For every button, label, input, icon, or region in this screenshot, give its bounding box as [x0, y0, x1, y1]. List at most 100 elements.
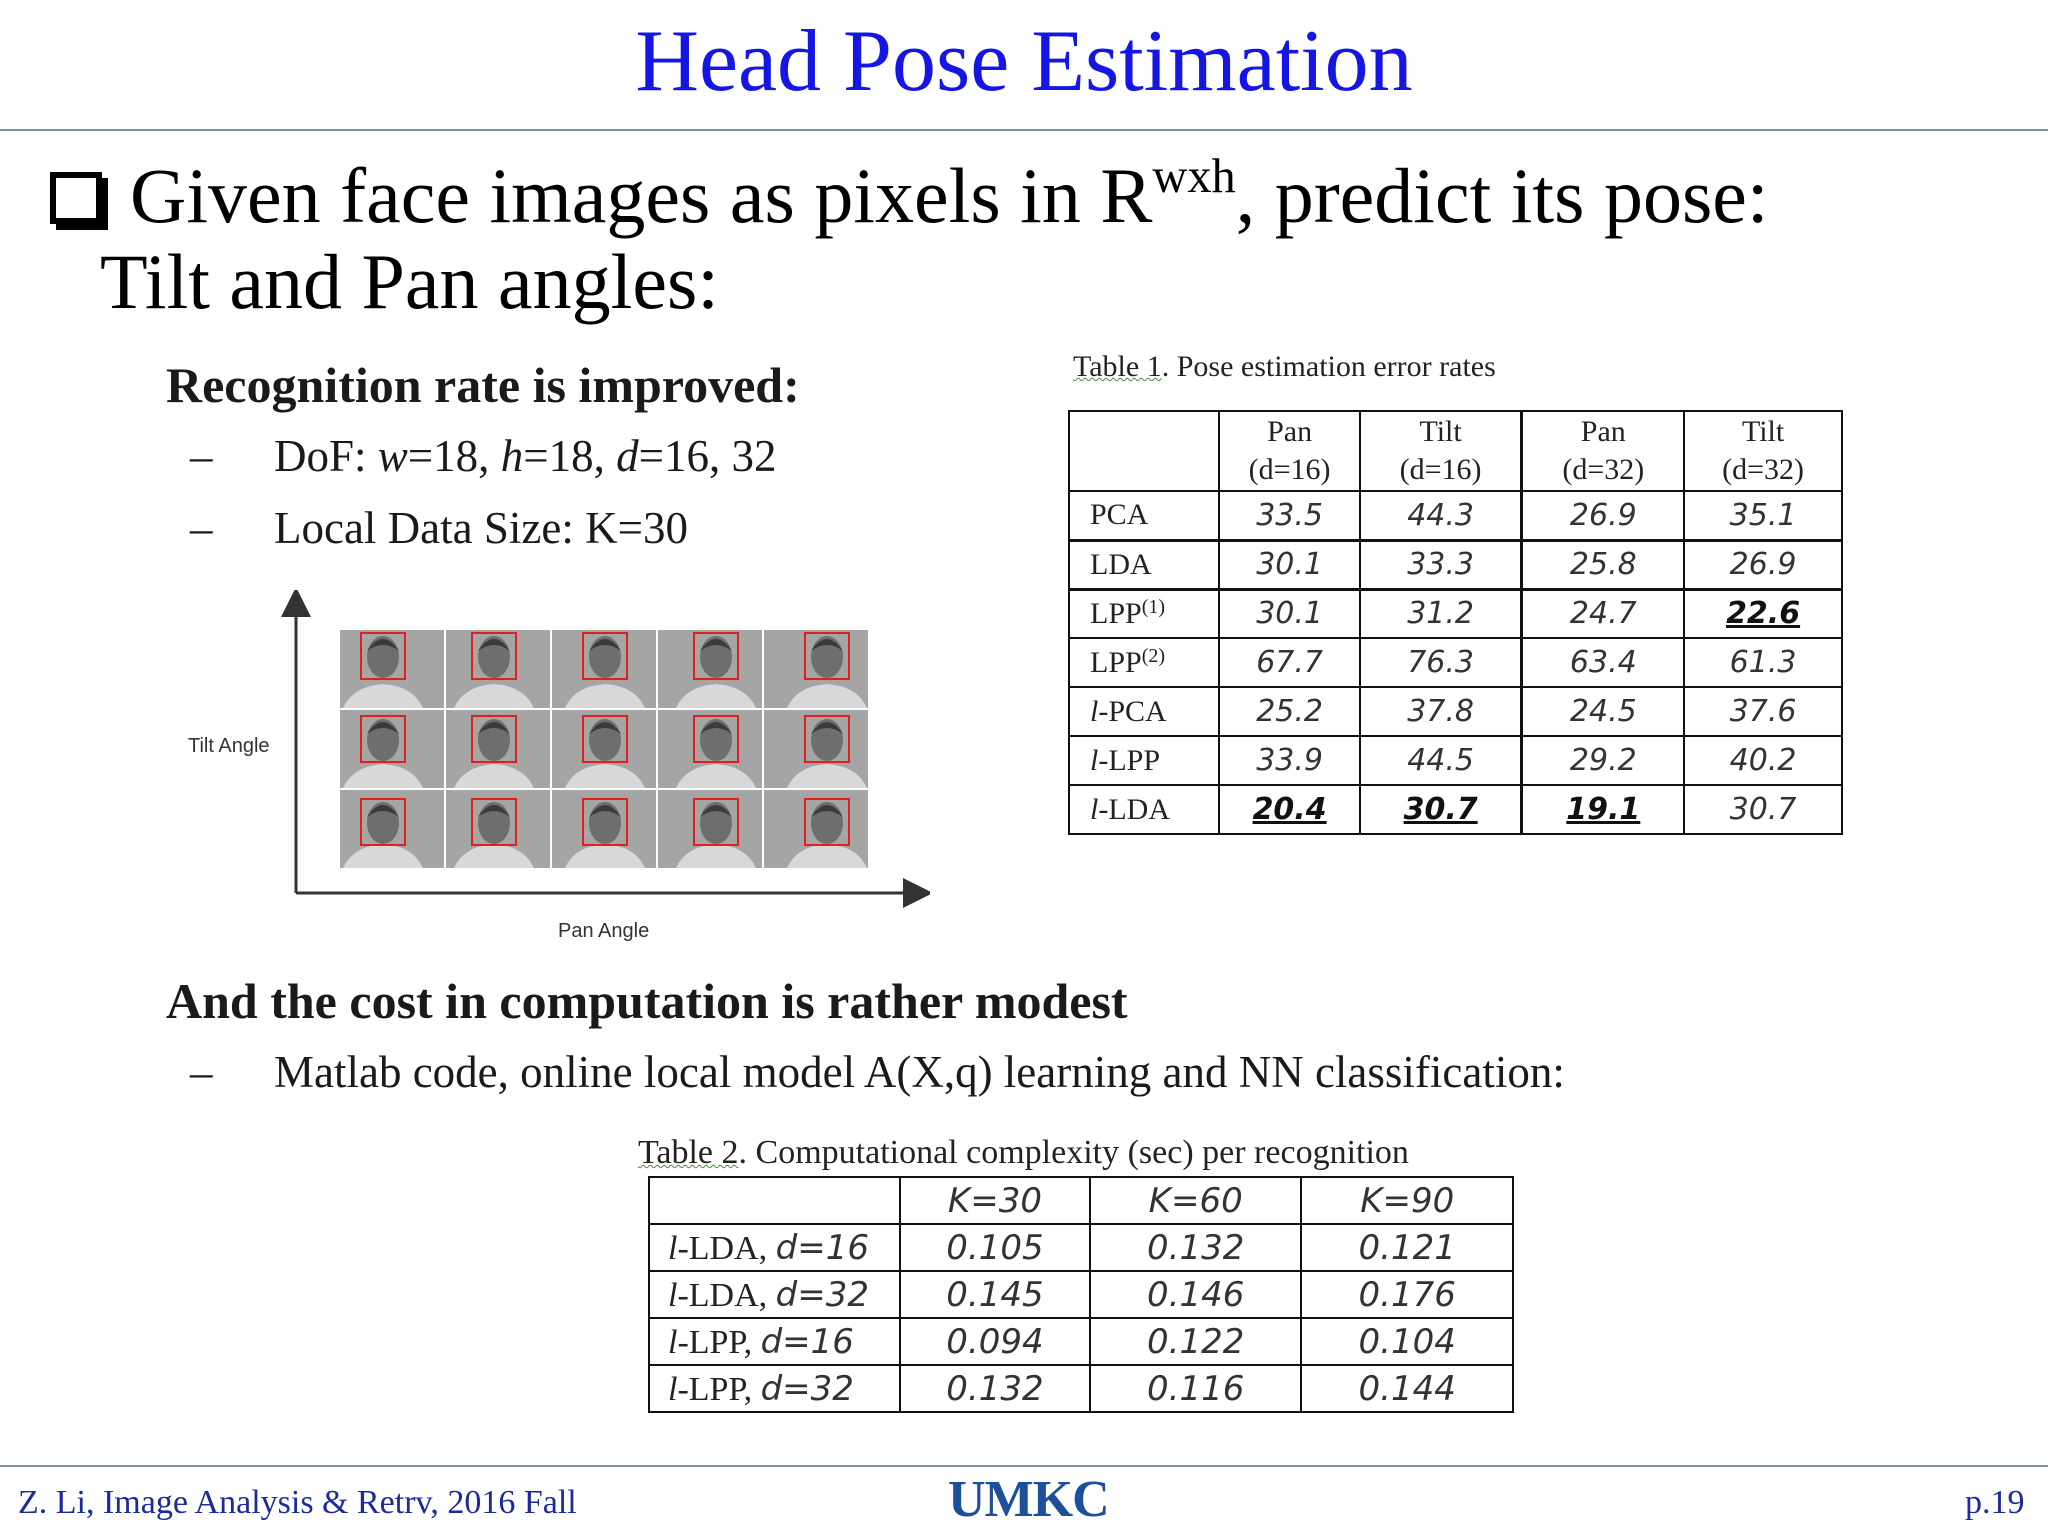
table2-value-cell: 0.104	[1300, 1317, 1514, 1366]
face-bounding-box	[471, 632, 517, 680]
face-thumbnail	[658, 790, 762, 868]
table1-value-cell: 25.2	[1218, 686, 1361, 737]
face-bounding-box	[804, 632, 850, 680]
section2-heading: And the cost in computation is rather mo…	[166, 973, 1128, 1029]
face-thumbnail	[446, 790, 550, 868]
table1-value-cell: 24.5	[1520, 686, 1686, 737]
table1-method-cell: LPP(2)	[1067, 637, 1221, 688]
table2-row: l-LPP, d=32 0.132 0.116 0.144	[648, 1364, 1514, 1413]
section1-item-local-size: – Local Data Size: K=30	[190, 500, 688, 556]
bullet-superscript: wxh	[1152, 150, 1236, 204]
face-bounding-box	[582, 715, 628, 763]
table1-value-cell: 22.6	[1683, 588, 1843, 639]
table2-value-cell: 0.105	[898, 1223, 1091, 1272]
checkbox-bullet-icon	[50, 172, 102, 224]
table2-value-cell: 0.122	[1088, 1317, 1303, 1366]
table1-method-cell: l-PCA	[1067, 686, 1221, 737]
main-bullet-line2: Tilt and Pan angles:	[100, 238, 719, 325]
pan-angle-label: Pan Angle	[558, 920, 650, 942]
face-image-grid	[340, 630, 868, 868]
bullet-text-after: , predict its pose:	[1235, 152, 1769, 239]
table2-col-header: K=90	[1300, 1176, 1514, 1225]
face-bounding-box	[471, 715, 517, 763]
table1-value-cell: 76.3	[1358, 637, 1524, 688]
table1-value-cell: 33.3	[1358, 539, 1524, 590]
table2-header-row: K=30 K=60 K=90	[648, 1176, 1514, 1225]
table1-value-cell: 24.7	[1520, 588, 1686, 639]
table1-value-cell: 29.2	[1520, 735, 1686, 786]
face-thumbnail	[658, 710, 762, 788]
table1-value-cell: 61.3	[1683, 637, 1843, 688]
table2-value-cell: 0.144	[1300, 1364, 1514, 1413]
table1-value-cell: 63.4	[1520, 637, 1686, 688]
table2-value-cell: 0.145	[898, 1270, 1091, 1319]
table1-row: LDA 30.1 33.3 25.8 26.9	[1067, 539, 1843, 590]
table1-value-cell: 30.1	[1218, 588, 1361, 639]
face-bounding-box	[360, 798, 406, 846]
table2-method-cell: l-LDA, d=32	[648, 1270, 901, 1319]
face-thumbnail	[764, 710, 868, 788]
footer-author: Z. Li, Image Analysis & Retrv, 2016 Fall	[18, 1484, 577, 1521]
table1-value-cell: 44.3	[1358, 490, 1524, 541]
table1-value-cell: 67.7	[1218, 637, 1361, 688]
pose-error-table: Pan (d=16) Tilt (d=16) Pan (d=32) Tilt (d=32) PC…	[1067, 410, 1843, 835]
table1-row: l-LPP 33.9 44.5 29.2 40.2	[1067, 735, 1843, 786]
table1-value-cell: 26.9	[1683, 539, 1843, 590]
table1-value-cell: 26.9	[1520, 490, 1686, 541]
face-thumbnail	[340, 790, 444, 868]
table1-row: l-PCA 25.2 37.8 24.5 37.6	[1067, 686, 1843, 737]
table2-method-cell: l-LDA, d=16	[648, 1223, 901, 1272]
table2-value-cell: 0.121	[1300, 1223, 1514, 1272]
table1-value-cell: 30.1	[1218, 539, 1361, 590]
table1-value-cell: 20.4	[1218, 784, 1361, 835]
table2-col-header: K=30	[898, 1176, 1091, 1225]
face-thumbnail	[446, 630, 550, 708]
table1-value-cell: 31.2	[1358, 588, 1524, 639]
table2-caption: Table 2. Computational complexity (sec) …	[638, 1134, 1409, 1171]
title-divider	[0, 129, 2048, 131]
table2-corner-cell	[648, 1176, 901, 1225]
face-bounding-box	[804, 715, 850, 763]
table2-row: l-LPP, d=16 0.094 0.122 0.104	[648, 1317, 1514, 1366]
section1-item-dof: – DoF: w=18, h=18, d=16, 32	[190, 428, 776, 484]
footer-divider	[0, 1465, 2048, 1467]
table2-method-cell: l-LPP, d=32	[648, 1364, 901, 1413]
table1-value-cell: 37.8	[1358, 686, 1524, 737]
face-bounding-box	[471, 798, 517, 846]
table1-header-row: Pan (d=16) Tilt (d=16) Pan (d=32) Tilt (d=32)	[1067, 410, 1843, 492]
dash-bullet: –	[190, 431, 213, 481]
face-bounding-box	[360, 715, 406, 763]
table1-value-cell: 35.1	[1683, 490, 1843, 541]
table1-value-cell: 40.2	[1683, 735, 1843, 786]
face-thumbnail	[340, 710, 444, 788]
tilt-angle-label: Tilt Angle	[188, 735, 270, 757]
face-bounding-box	[360, 632, 406, 680]
table1-row: l-LDA 20.4 30.7 19.1 30.7	[1067, 784, 1843, 835]
table2-row: l-LDA, d=32 0.145 0.146 0.176	[648, 1270, 1514, 1319]
table1-col-header: Pan (d=16)	[1218, 410, 1361, 492]
table1-value-cell: 30.7	[1358, 784, 1524, 835]
table1-value-cell: 19.1	[1520, 784, 1686, 835]
table1-method-cell: l-LPP	[1067, 735, 1221, 786]
table1-value-cell: 44.5	[1358, 735, 1524, 786]
dash-bullet: –	[190, 503, 213, 553]
table1-corner-cell	[1067, 410, 1221, 492]
umkc-logo: UMKC	[948, 1471, 1110, 1528]
table2-value-cell: 0.176	[1300, 1270, 1514, 1319]
main-bullet: Given face images as pixels in Rwxh, pre…	[50, 150, 1769, 242]
table1-caption: Table 1. Pose estimation error rates	[1073, 350, 1496, 383]
section2-item: – Matlab code, online local model A(X,q) …	[190, 1044, 1565, 1100]
face-thumbnail	[658, 630, 762, 708]
table1-value-cell: 33.9	[1218, 735, 1361, 786]
table1-method-cell: LPP(1)	[1067, 588, 1221, 639]
table1-value-cell: 37.6	[1683, 686, 1843, 737]
table1-value-cell: 33.5	[1218, 490, 1361, 541]
dash-bullet: –	[190, 1047, 213, 1097]
face-thumbnail	[552, 790, 656, 868]
table2-value-cell: 0.146	[1088, 1270, 1303, 1319]
complexity-table: K=30 K=60 K=90 l-LDA, d=16 0.105 0.132 0.121 l-…	[648, 1176, 1514, 1413]
face-thumbnail	[764, 630, 868, 708]
table1-method-cell: LDA	[1067, 539, 1221, 590]
face-bounding-box	[804, 798, 850, 846]
face-thumbnail	[446, 710, 550, 788]
